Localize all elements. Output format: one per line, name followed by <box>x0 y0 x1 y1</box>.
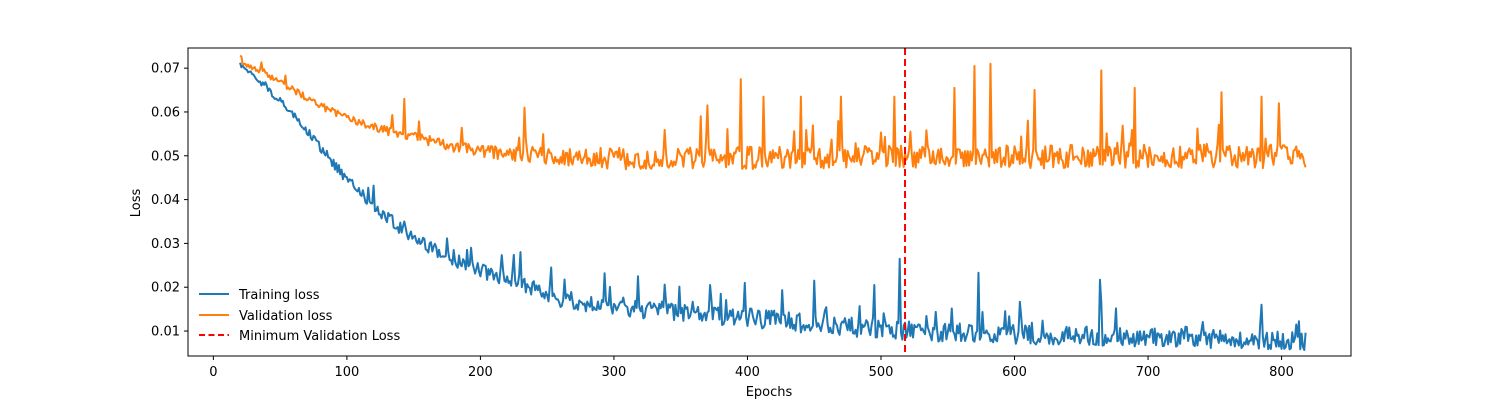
legend-label-validation: Validation loss <box>239 309 333 324</box>
x-axis-label: Epochs <box>746 385 793 400</box>
x-tick-label: 800 <box>1269 365 1294 380</box>
x-tick-label: 500 <box>869 365 894 380</box>
legend: Training loss Validation loss Minimum Va… <box>199 288 400 344</box>
y-tick-label: 0.04 <box>151 193 180 208</box>
legend-label-min-val: Minimum Validation Loss <box>239 329 400 344</box>
y-tick-label: 0.03 <box>151 237 180 252</box>
series-layer <box>239 54 1307 351</box>
series-line-training-loss <box>239 62 1307 351</box>
y-axis-label: Loss <box>129 189 144 218</box>
plot-area <box>188 48 1351 356</box>
series-line-validation-loss <box>239 54 1307 171</box>
y-tick-label: 0.06 <box>151 105 180 120</box>
plot-frame <box>187 47 1352 357</box>
legend-label-training: Training loss <box>238 288 320 303</box>
y-tick-label: 0.07 <box>151 62 180 77</box>
x-tick-label: 0 <box>209 365 217 380</box>
x-tick-label: 400 <box>735 365 760 380</box>
x-axis-ticks: 0 100 200 300 400 500 600 700 800 <box>209 356 1294 380</box>
x-tick-label: 700 <box>1136 365 1161 380</box>
x-tick-label: 300 <box>602 365 627 380</box>
y-axis-ticks: 0.01 0.02 0.03 0.04 0.05 0.06 0.07 <box>151 62 188 340</box>
y-tick-label: 0.02 <box>151 281 180 296</box>
x-tick-label: 100 <box>334 365 359 380</box>
y-tick-label: 0.01 <box>151 325 180 340</box>
y-tick-label: 0.05 <box>151 149 180 164</box>
x-tick-label: 600 <box>1002 365 1027 380</box>
x-tick-label: 200 <box>468 365 493 380</box>
